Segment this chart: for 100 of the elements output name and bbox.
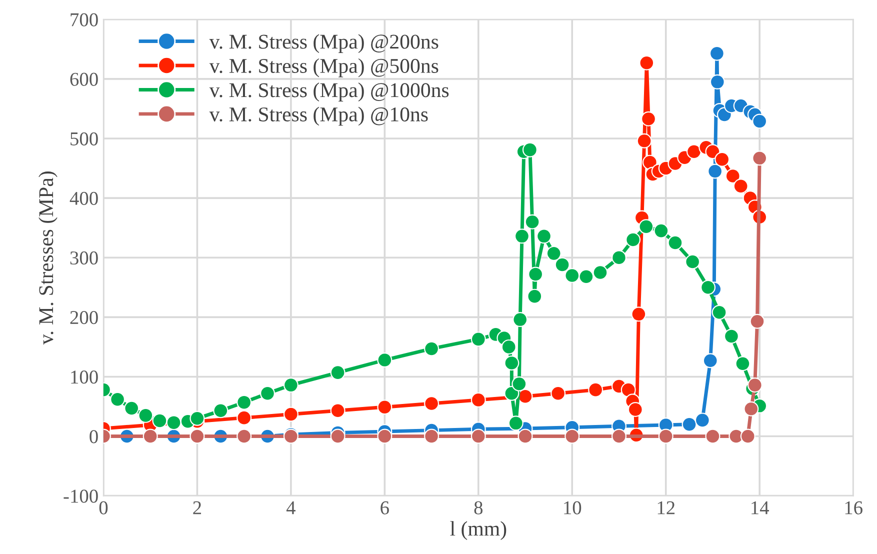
y-tick-label: 400	[70, 192, 98, 205]
point	[124, 400, 140, 416]
point	[554, 257, 570, 272]
point	[546, 246, 562, 261]
point	[504, 386, 520, 401]
y-tick-label: 0	[90, 430, 98, 444]
point	[377, 428, 392, 444]
legend-label: v. M. Stress (Mpa) @1000ns	[209, 82, 449, 102]
point	[514, 228, 530, 244]
point	[260, 386, 276, 401]
point	[668, 235, 683, 250]
point	[735, 356, 750, 372]
point	[470, 428, 486, 444]
point	[712, 304, 727, 320]
point	[283, 378, 298, 393]
point	[236, 410, 252, 426]
y-tick-label: 700	[70, 13, 98, 26]
point	[700, 280, 716, 295]
point	[612, 250, 626, 266]
point	[377, 352, 392, 368]
legend-label: v. M. Stress (Mpa) @500ns	[209, 58, 438, 78]
point	[470, 392, 486, 408]
point	[504, 356, 520, 371]
point	[628, 402, 643, 417]
point	[708, 164, 723, 179]
point	[638, 219, 654, 234]
point	[330, 365, 346, 380]
legend-label: v. M. Stress (Mpa) @200ns	[209, 34, 438, 53]
point	[330, 403, 346, 418]
x-tick-label: 14	[752, 501, 770, 514]
point	[694, 412, 710, 428]
point	[725, 168, 740, 184]
point	[654, 223, 669, 238]
x-tick-label: 10	[564, 501, 582, 514]
x-tick-label: 16	[845, 501, 862, 514]
point	[524, 214, 540, 230]
point	[740, 428, 756, 444]
x-tick-label: 4	[286, 501, 296, 514]
point	[213, 403, 228, 418]
point	[152, 413, 168, 428]
point	[138, 408, 154, 423]
point	[709, 46, 724, 61]
point	[631, 306, 646, 322]
y-axis-title: v. M. Stresses (MPa)	[38, 172, 58, 345]
point	[744, 401, 759, 416]
point	[236, 394, 252, 410]
point	[578, 269, 594, 284]
point	[682, 416, 697, 432]
legend-label: v. M. Stress (Mpa) @10ns	[209, 106, 428, 126]
point	[536, 228, 552, 244]
x-tick-label: 0	[99, 501, 108, 514]
y-tick-label: 500	[70, 132, 98, 146]
point	[424, 396, 440, 412]
point	[733, 178, 748, 194]
point	[512, 376, 527, 392]
point	[377, 400, 392, 415]
point	[612, 428, 626, 444]
point	[752, 114, 768, 129]
point	[501, 339, 516, 354]
point	[470, 332, 486, 347]
point	[641, 111, 656, 126]
point	[705, 428, 720, 444]
y-tick-label: 600	[70, 72, 98, 86]
point	[724, 328, 739, 344]
point	[527, 288, 542, 304]
x-tick-label: 2	[193, 501, 202, 514]
y-tick-label: 100	[71, 370, 98, 384]
point	[705, 144, 720, 160]
point	[508, 416, 524, 431]
x-tick-label: 6	[380, 501, 389, 514]
point	[714, 152, 730, 167]
point	[424, 428, 440, 444]
y-tick-label: 300	[70, 251, 98, 265]
point	[658, 428, 674, 444]
x-tick-label: 12	[658, 501, 675, 514]
point	[518, 428, 533, 444]
point	[550, 386, 566, 401]
point	[190, 410, 205, 426]
point	[166, 415, 182, 430]
point	[686, 144, 702, 160]
point	[710, 74, 725, 90]
point	[702, 353, 718, 368]
point	[522, 142, 538, 158]
point	[528, 266, 544, 282]
point	[636, 133, 652, 148]
point	[512, 312, 528, 328]
point	[747, 378, 762, 393]
y-tick-label: 200	[70, 310, 98, 324]
y-tick-label: -100	[64, 490, 98, 503]
point	[592, 265, 608, 280]
point	[564, 268, 580, 283]
point	[110, 392, 126, 407]
point	[424, 341, 440, 356]
x-tick-label: 8	[474, 501, 483, 514]
point	[752, 150, 768, 166]
point	[685, 254, 700, 270]
point	[620, 382, 636, 398]
point	[564, 428, 580, 444]
point	[750, 314, 765, 329]
point	[588, 382, 604, 398]
